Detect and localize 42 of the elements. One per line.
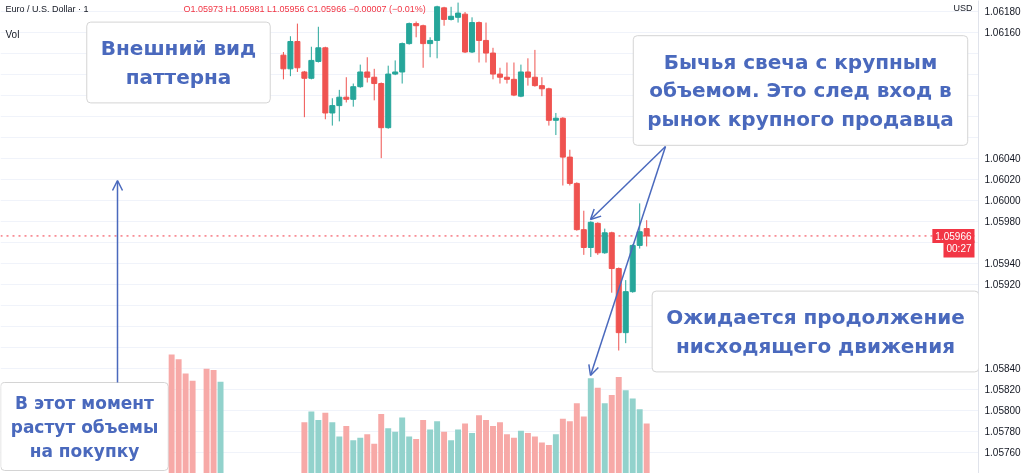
bar (594, 387, 601, 473)
y-tick-label: 1.06020 (984, 174, 1022, 186)
y-tick-label: 1.05940 (984, 258, 1022, 270)
annotation: Бычья свеча с крупным объемом. Это след вход в рынок крупного продавца (647, 49, 954, 132)
annotation: В этот момент растут объемы на покупку (10, 392, 159, 461)
bar (469, 433, 475, 473)
bar (301, 422, 308, 473)
bar (601, 403, 608, 473)
y-tick-label: 1.06180 (984, 6, 1022, 18)
bar (322, 412, 329, 473)
y-tick-label: 1.05800 (984, 405, 1022, 417)
annotation: Vol (5, 28, 20, 40)
candlestick (643, 219, 650, 247)
y-tick-label: 1.05980 (984, 216, 1022, 228)
candlestick (280, 51, 287, 80)
annotation: 00:27 (946, 243, 972, 255)
y-tick-label: 1.05820 (984, 384, 1022, 396)
ref-line-label: 1.05966 (935, 230, 972, 242)
annotation: USD (953, 2, 973, 13)
chart-title: Euro / U.S. Dollar · 1 (5, 3, 89, 14)
bar (441, 431, 448, 473)
annotation: Внешний вид паттерна (100, 36, 257, 89)
bar (462, 423, 469, 473)
y-tick-label: 1.05840 (984, 363, 1022, 375)
bar (343, 425, 350, 473)
candlestick (552, 112, 559, 136)
chart-subtitle: O1.05973 H1.05981 L1.05956 C1.05966 −0.00007 (−0.01%) (183, 3, 426, 14)
candlestick (601, 228, 608, 255)
y-tick-label: 1.06000 (984, 195, 1022, 207)
bar (587, 378, 594, 473)
candlestick (343, 76, 350, 103)
bar (643, 423, 650, 473)
y-tick-label: 1.05780 (984, 426, 1022, 438)
y-tick-label: 1.06160 (984, 27, 1022, 39)
bar (552, 434, 559, 473)
annotation: Ожидается продолжение нисходящего движения (666, 305, 965, 358)
y-tick-label: 1.05760 (984, 447, 1022, 459)
y-tick-label: 1.05920 (984, 279, 1022, 291)
bar (217, 381, 224, 473)
bar (517, 430, 524, 473)
candlestick (301, 70, 308, 118)
y-tick-label: 1.06040 (984, 153, 1022, 165)
